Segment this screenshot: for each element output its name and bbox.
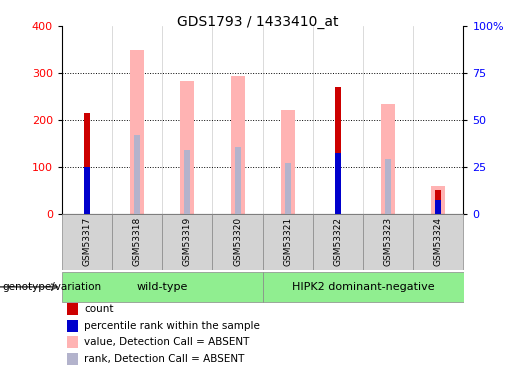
- Bar: [234, 147, 241, 214]
- Bar: [432, 186, 445, 214]
- Bar: [162, 214, 212, 270]
- Bar: [112, 214, 162, 270]
- Bar: [62, 272, 263, 302]
- Bar: [184, 150, 191, 214]
- Text: rank, Detection Call = ABSENT: rank, Detection Call = ABSENT: [84, 354, 245, 364]
- Bar: [381, 104, 395, 214]
- Bar: [285, 163, 291, 214]
- Bar: [281, 110, 295, 214]
- Text: GSM53321: GSM53321: [283, 217, 292, 266]
- Text: GSM53322: GSM53322: [334, 217, 342, 266]
- Text: wild-type: wild-type: [136, 282, 188, 292]
- Text: HIPK2 dominant-negative: HIPK2 dominant-negative: [292, 282, 434, 292]
- Bar: [335, 87, 341, 214]
- Bar: [180, 81, 194, 214]
- Bar: [363, 214, 413, 270]
- Text: GSM53323: GSM53323: [384, 217, 392, 266]
- Bar: [435, 197, 441, 214]
- Bar: [435, 190, 441, 214]
- Bar: [435, 200, 441, 214]
- Bar: [130, 50, 144, 214]
- Bar: [413, 214, 464, 270]
- Bar: [313, 214, 363, 270]
- Bar: [335, 153, 341, 214]
- Text: GSM53319: GSM53319: [183, 217, 192, 267]
- Bar: [84, 113, 90, 214]
- Bar: [84, 167, 90, 214]
- Text: GDS1793 / 1433410_at: GDS1793 / 1433410_at: [177, 15, 338, 29]
- Bar: [62, 214, 112, 270]
- Text: GSM53317: GSM53317: [82, 217, 91, 267]
- Bar: [263, 214, 313, 270]
- Bar: [134, 135, 140, 214]
- Bar: [263, 272, 464, 302]
- Text: GSM53320: GSM53320: [233, 217, 242, 266]
- Text: genotype/variation: genotype/variation: [3, 282, 101, 292]
- Bar: [385, 159, 391, 214]
- Text: GSM53324: GSM53324: [434, 217, 443, 266]
- Text: percentile rank within the sample: percentile rank within the sample: [84, 321, 261, 331]
- Bar: [212, 214, 263, 270]
- Bar: [231, 76, 245, 214]
- Text: count: count: [84, 304, 114, 314]
- Text: GSM53318: GSM53318: [133, 217, 142, 267]
- Text: value, Detection Call = ABSENT: value, Detection Call = ABSENT: [84, 338, 250, 347]
